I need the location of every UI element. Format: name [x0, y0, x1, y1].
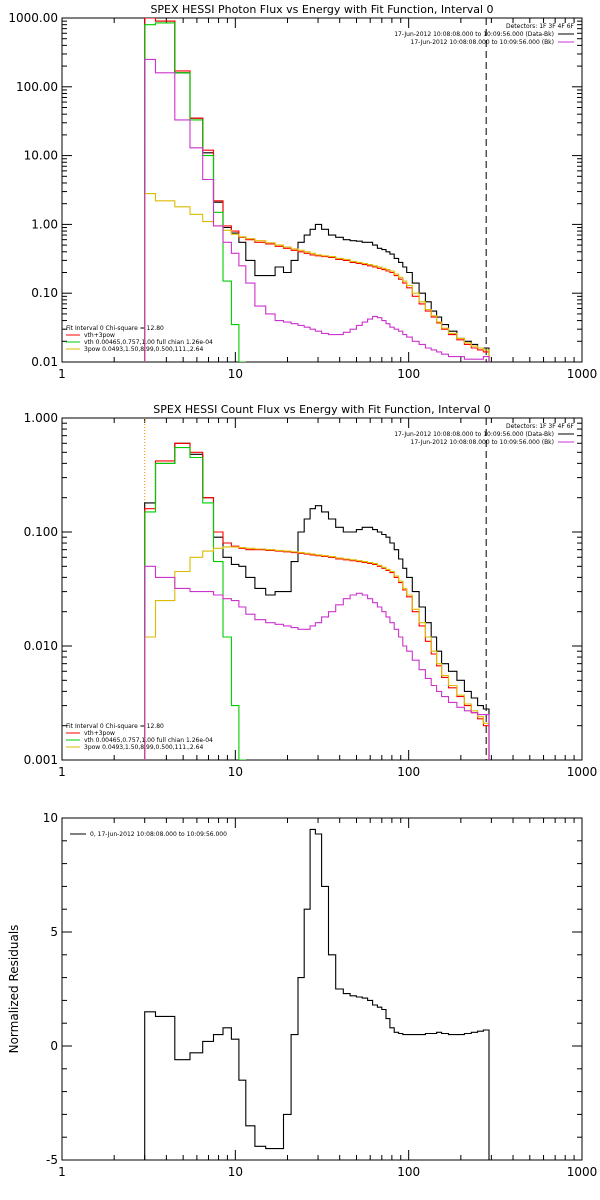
chart-panel-2: 1 10 100 1000 -5 0 5 10 Normalized Residuals 0, 1… [7, 811, 597, 1179]
x-tick-label: 10 [228, 1165, 243, 1179]
x-tick-label: 1000 [567, 367, 598, 381]
y-tick-label: 5 [50, 925, 58, 939]
series-line-4 [144, 565, 490, 760]
y-tick-label: 1.00 [31, 217, 58, 231]
series-line-3 [144, 193, 490, 362]
plot-area [144, 828, 490, 1160]
x-tick-label: 10 [228, 765, 243, 779]
x-tick-label: 1 [58, 367, 66, 381]
y-tick-label: 0.01 [31, 355, 58, 369]
fit-legend-label: vth 0.00465,0.757,1.00 full chian 1.26e-… [84, 737, 213, 744]
series-line-2 [144, 447, 247, 760]
chart-panel-0: SPEX HESSI Photon Flux vs Energy with Fi… [8, 3, 597, 381]
y-tick-label: 0.001 [24, 753, 58, 767]
plot-frame [61, 817, 583, 1161]
fit-legend-label: 3pow 0.0493,1.50,8.99,0.500,111.,2.64 [84, 744, 203, 751]
plot-frame [61, 17, 583, 363]
legend-label: 17-Jun-2012 10:08:08.000 to 10:09:56.000… [394, 431, 554, 438]
series-line-1 [144, 18, 490, 362]
y-tick-label: 10.00 [24, 149, 58, 163]
fit-legend-label: Fit Interval 0 Chi-square = 12.80 [66, 325, 164, 332]
fit-legend-label: vth+3pow [84, 332, 115, 339]
plot-area [144, 418, 490, 760]
y-tick-label: 10 [43, 811, 58, 825]
series-line-0 [144, 18, 490, 362]
fit-legend-label: 3pow 0.0493,1.50,8.99,0.500,111.,2.64 [84, 346, 203, 353]
fit-legend-label: Fit Interval 0 Chi-square = 12.80 [66, 723, 164, 730]
series-line-0 [144, 828, 490, 1160]
fit-legend-label: vth+3pow [84, 730, 115, 737]
y-axis-label: Normalized Residuals [7, 925, 21, 1054]
x-tick-label: 10 [228, 367, 243, 381]
y-tick-label: 0.100 [24, 525, 58, 539]
plot-area [144, 18, 490, 362]
legend-label: 0, 17-Jun-2012 10:08:08.000 to 10:09:56.… [90, 831, 227, 838]
y-tick-label: 0.010 [24, 639, 58, 653]
chart-title: SPEX HESSI Photon Flux vs Energy with Fi… [150, 3, 493, 16]
y-tick-label: -5 [46, 1153, 58, 1167]
y-tick-label: 0 [50, 1039, 58, 1053]
legend-label: 17-Jun-2012 10:08:08.000 to 10:09:56.000… [394, 31, 554, 38]
x-tick-label: 1 [58, 1165, 66, 1179]
series-line-2 [144, 22, 247, 362]
x-tick-label: 100 [397, 765, 420, 779]
series-line-0 [144, 442, 490, 760]
x-tick-label: 1000 [567, 1165, 598, 1179]
y-tick-label: 1000.00 [8, 11, 58, 25]
x-tick-label: 100 [397, 1165, 420, 1179]
y-tick-label: 100.00 [16, 80, 58, 94]
x-tick-label: 100 [397, 367, 420, 381]
chart-panel-1: SPEX HESSI Count Flux vs Energy with Fit… [24, 403, 598, 779]
legend-label: 17-Jun-2012 10:08:08.000 to 10:09:56.000… [411, 39, 554, 46]
legend-header: Detectors: 1F 3F 4F 6F [506, 423, 575, 430]
chart-title: SPEX HESSI Count Flux vs Energy with Fit… [153, 403, 490, 416]
x-tick-label: 1000 [567, 765, 598, 779]
fit-legend-label: vth 0.00465,0.757,1.00 full chian 1.26e-… [84, 339, 213, 346]
series-line-1 [144, 442, 490, 760]
series-line-4 [144, 58, 490, 362]
y-tick-label: 0.10 [31, 286, 58, 300]
series-line-3 [144, 546, 490, 760]
plot-frame [61, 417, 583, 761]
legend-header: Detectors: 1F 3F 4F 6F [506, 23, 575, 30]
y-tick-label: 1.000 [24, 411, 58, 425]
x-tick-label: 1 [58, 765, 66, 779]
legend-label: 17-Jun-2012 10:08:08.000 to 10:09:56.000… [411, 439, 554, 446]
